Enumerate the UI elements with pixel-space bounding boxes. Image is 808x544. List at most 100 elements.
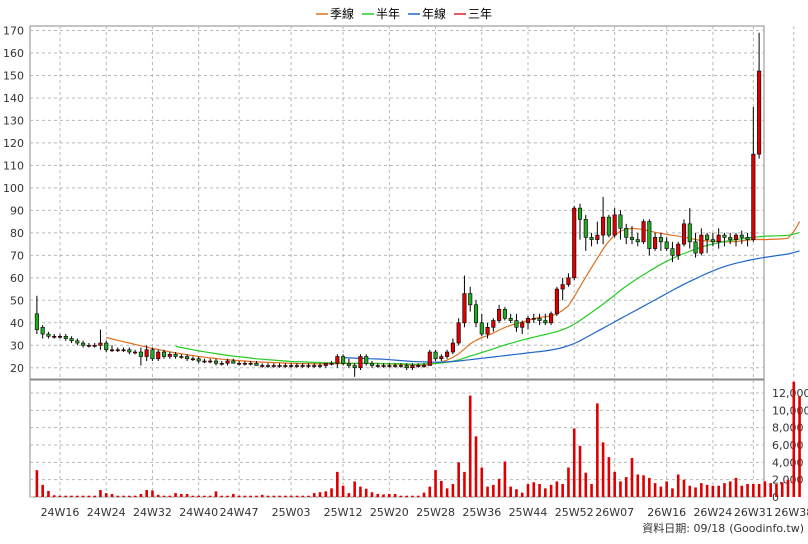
legend-label: 半年: [376, 7, 400, 21]
volume-bar: [613, 471, 616, 497]
candle-body: [86, 344, 91, 347]
volume-bar: [497, 478, 501, 497]
candle-body: [658, 237, 663, 243]
candle: [242, 361, 247, 366]
candle: [260, 363, 265, 368]
x-tick-label: 24W24: [87, 506, 126, 519]
volume-bar: [52, 495, 56, 497]
candle: [213, 358, 219, 366]
volume-bar: [347, 493, 351, 497]
candle-body: [450, 342, 455, 353]
volume-bar: [468, 395, 472, 497]
candle-body: [525, 317, 531, 324]
volume-bar: [445, 488, 449, 497]
candle-body: [468, 293, 473, 306]
x-axis: 24W16 24W24 24W32 24W40 24W47 25W03 25W12 25W20…: [41, 506, 808, 519]
price-tick-label: 150: [3, 69, 24, 82]
candle-body: [46, 333, 51, 337]
volume-bar: [399, 495, 403, 497]
volume-bar: [624, 477, 628, 497]
candle: [485, 322, 490, 339]
candle-body: [549, 313, 554, 324]
candle: [202, 358, 207, 364]
volume-bar: [619, 481, 622, 497]
volume-bar: [700, 483, 703, 497]
volume-bar: [532, 482, 536, 497]
candle: [185, 354, 190, 362]
candle: [554, 286, 559, 317]
legend-item: 年線: [408, 6, 446, 21]
candle: [341, 354, 346, 366]
candle-body: [705, 234, 710, 240]
candle: [751, 106, 756, 242]
candle-body: [109, 349, 115, 352]
candle: [577, 203, 583, 240]
volume-bar: [341, 485, 345, 497]
volume-bar: [278, 495, 281, 497]
candle: [346, 358, 351, 368]
candle-body: [733, 234, 739, 240]
candle: [710, 232, 715, 247]
volume-bar: [642, 475, 645, 497]
volume-bar: [636, 474, 640, 497]
candle-body: [566, 277, 571, 285]
candle: [676, 241, 681, 260]
candle: [109, 345, 115, 353]
candle-body: [34, 313, 39, 330]
candle: [583, 214, 588, 251]
volume-bar: [584, 472, 588, 497]
candle: [635, 232, 640, 247]
price-tick-label: 30: [10, 339, 24, 352]
candle: [254, 361, 259, 366]
volume-bar: [376, 493, 380, 497]
volume-bar: [780, 482, 784, 497]
volume-bar: [572, 428, 576, 497]
candle-body: [398, 365, 403, 367]
volume-bar: [763, 481, 767, 497]
candle: [560, 277, 565, 301]
candle-body: [433, 351, 438, 360]
candle-body: [543, 320, 548, 324]
candle: [757, 32, 762, 159]
candle: [306, 363, 311, 368]
candle-body: [92, 344, 97, 347]
candle: [502, 307, 507, 321]
candle: [104, 340, 109, 353]
volume-bar: [243, 495, 247, 497]
candle: [410, 363, 415, 371]
volume-bar: [359, 486, 362, 497]
x-tick-label: 25W20: [370, 506, 409, 519]
price-tick-label: 140: [3, 92, 24, 105]
volume-bar: [370, 492, 374, 497]
candle-body: [629, 237, 635, 240]
candle-body: [283, 365, 288, 367]
candle-body: [167, 353, 172, 357]
candle: [52, 334, 57, 339]
candle-body: [421, 365, 427, 367]
candle-body: [40, 326, 45, 335]
candle-body: [664, 241, 669, 249]
candle: [329, 361, 334, 366]
volume-tick-label: 4,000: [772, 456, 804, 469]
candle-body: [300, 365, 305, 367]
candle-body: [289, 365, 294, 367]
candle-body: [369, 362, 375, 366]
volume-bar: [676, 474, 680, 497]
candle: [525, 316, 531, 330]
volume-bar: [717, 485, 720, 497]
volume-bar: [220, 495, 224, 497]
volume-bar: [405, 495, 408, 497]
volume-bar: [578, 445, 582, 497]
candle: [716, 228, 721, 249]
volume-bar: [509, 486, 512, 497]
candle: [647, 219, 652, 256]
candle: [190, 356, 195, 362]
volume-bar: [671, 488, 674, 497]
volume-bar: [607, 457, 611, 497]
data-date-label: 資料日期: 09/18: [642, 521, 725, 535]
candle: [479, 313, 484, 337]
volume-bar: [388, 493, 391, 497]
volume-bar: [145, 490, 148, 497]
volume-bar: [451, 484, 455, 497]
